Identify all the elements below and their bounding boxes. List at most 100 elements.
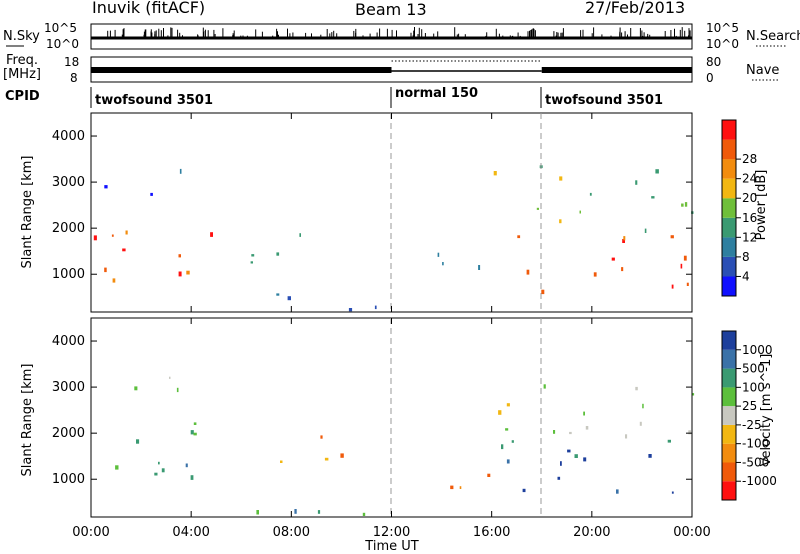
power-colorbar-label: Power [dB]: [754, 170, 769, 241]
echo-cell: [134, 386, 138, 391]
colorbar-tick-label: 12: [742, 230, 757, 244]
xtick-label: 08:00: [273, 525, 310, 540]
echo-cell: [487, 473, 491, 477]
echo-cell: [517, 235, 521, 239]
colorbar-tick-label: 16: [742, 211, 757, 225]
nsky-tick-top: 10^5: [44, 21, 77, 35]
echo-cell: [493, 171, 497, 176]
echo-cell: [112, 278, 116, 283]
freq-label-line1: Freq.: [6, 53, 38, 68]
echo-cell: [178, 271, 182, 277]
colorbar-tick-label: -1000: [742, 474, 777, 488]
colorbar-segment: [722, 217, 736, 238]
colorbar-segment: [722, 237, 736, 257]
ytick-label: 3000: [52, 175, 85, 190]
echo-cell: [553, 430, 556, 434]
echo-cell: [611, 257, 615, 261]
velocity-echo-field: [115, 376, 695, 516]
echo-cell: [680, 263, 683, 269]
echo-cell: [115, 465, 119, 470]
velocity-yaxis: 1000 2000 3000 4000: [52, 334, 692, 487]
echo-cell: [593, 272, 597, 277]
echo-cell: [585, 426, 589, 430]
echo-cell: [686, 282, 689, 286]
echo-cell: [541, 289, 545, 295]
colorbar-segment: [722, 481, 736, 500]
echo-cell: [299, 233, 301, 237]
echo-cell: [442, 262, 444, 266]
echo-cell: [324, 457, 329, 461]
power-echo-field: [93, 165, 694, 312]
power-panel-frame: [90, 112, 693, 313]
echo-cell: [506, 459, 510, 464]
echo-cell: [340, 453, 344, 458]
echo-cell: [176, 387, 179, 393]
echo-cell: [559, 176, 563, 181]
echo-cell: [93, 235, 97, 241]
echo-cell: [276, 293, 280, 296]
echo-cell: [111, 234, 114, 237]
freq-label-line2: [MHz]: [3, 67, 41, 82]
echo-cell: [681, 203, 684, 207]
cpid-segment-3: twofsound 3501: [545, 93, 663, 108]
colorbar-segment: [722, 178, 736, 199]
nsky-trace: [91, 27, 692, 40]
colorbar-tick-label: 20: [742, 191, 757, 205]
echo-cell: [536, 207, 539, 210]
colorbar-frame: [721, 330, 737, 501]
velocity-colorbar: -1000 -500 -100 -25 25 100 500 1000: [721, 330, 777, 501]
colorbar-segment: [722, 368, 736, 388]
echo-cell: [280, 460, 283, 463]
power-colorbar: 4 8 12 16 20 24 28: [721, 119, 757, 297]
colorbar-segment: [722, 198, 736, 218]
echo-cell: [583, 457, 587, 462]
colorbar-segment: [722, 120, 736, 140]
echo-cell: [459, 486, 462, 489]
echo-cell: [317, 510, 321, 514]
echo-cell: [374, 305, 377, 310]
ytick-label: 1000: [52, 472, 85, 487]
echo-cell: [158, 461, 160, 465]
colorbar-segment: [722, 462, 736, 482]
echo-cell: [150, 192, 153, 196]
echo-cell: [671, 284, 674, 289]
echo-cell: [256, 510, 259, 515]
colorbar-segment: [722, 276, 736, 296]
colorbar-segment: [722, 406, 736, 425]
nsearch-tick-bottom: 10^0: [706, 37, 739, 51]
echo-cell: [684, 202, 688, 207]
freq-tick-top: 18: [64, 55, 79, 69]
station-title: Inuvik (fitACF): [92, 0, 205, 17]
ytick-label: 2000: [52, 426, 85, 441]
beam-title: Beam 13: [355, 0, 427, 19]
echo-cell: [104, 185, 108, 189]
cpid-label: CPID: [5, 89, 40, 104]
echo-cell: [557, 476, 561, 480]
echo-cell: [210, 232, 213, 237]
echo-cell: [276, 252, 280, 256]
echo-cell: [185, 463, 188, 468]
echo-cell: [478, 265, 481, 270]
power-yaxis: 1000 2000 3000 4000: [52, 129, 692, 282]
colorbar-segment: [722, 139, 736, 160]
xaxis-label: Time UT: [364, 539, 418, 554]
colorbar-tick-label: 24: [742, 172, 757, 186]
echo-cell: [190, 430, 194, 435]
colorbar-segment: [722, 349, 736, 369]
colorbar-segment: [722, 331, 736, 350]
echo-cell: [644, 228, 647, 233]
echo-cell: [583, 411, 585, 416]
echo-cell: [623, 236, 626, 241]
power-ylabel: Slant Range [km]: [20, 156, 35, 269]
echo-cell: [651, 196, 655, 199]
echo-cell: [125, 230, 128, 235]
echo-cell: [574, 454, 578, 458]
echo-cell: [667, 439, 671, 443]
echo-cell: [670, 235, 674, 239]
echo-cell: [642, 403, 644, 409]
xtick-label: 00:00: [673, 525, 710, 540]
echo-cell: [648, 454, 652, 458]
echo-cell: [691, 393, 695, 396]
date-title: 27/Feb/2013: [585, 0, 685, 17]
echo-cell: [161, 468, 165, 473]
